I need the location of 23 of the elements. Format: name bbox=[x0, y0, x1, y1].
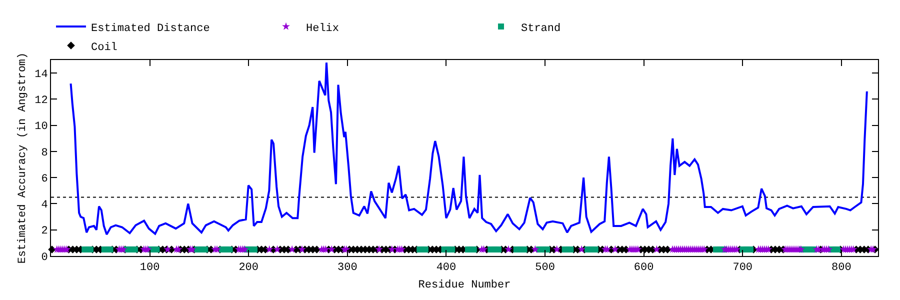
legend-label: Strand bbox=[521, 22, 561, 35]
legend-label: Estimated Distance bbox=[91, 22, 210, 35]
legend-label: Coil bbox=[91, 42, 118, 54]
x-tick-label: 400 bbox=[436, 262, 456, 274]
x-tick-label: 500 bbox=[535, 262, 555, 274]
x-tick-label: 200 bbox=[238, 262, 259, 274]
x-tick-label: 800 bbox=[832, 262, 852, 274]
x-axis-title: Residue Number bbox=[418, 279, 511, 292]
y-axis-title: Estimated Accuracy (in Angstrom) bbox=[17, 52, 30, 264]
y-tick-label: 10 bbox=[34, 121, 48, 134]
x-tick-label: 300 bbox=[338, 262, 358, 274]
y-tick-label: 2 bbox=[41, 226, 48, 238]
y-tick-label: 6 bbox=[41, 173, 48, 186]
x-tick-label: 100 bbox=[140, 262, 160, 274]
x-tick-label: 700 bbox=[732, 262, 753, 274]
x-tick-label: 600 bbox=[634, 262, 654, 274]
y-tick-label: 4 bbox=[41, 200, 48, 212]
y-tick-label: 0 bbox=[41, 252, 48, 264]
legend-label: Helix bbox=[306, 22, 340, 35]
y-tick-label: 8 bbox=[41, 147, 48, 160]
line-series bbox=[70, 62, 868, 236]
y-tick-label: 12 bbox=[34, 95, 48, 108]
y-tick-label: 14 bbox=[34, 68, 48, 81]
